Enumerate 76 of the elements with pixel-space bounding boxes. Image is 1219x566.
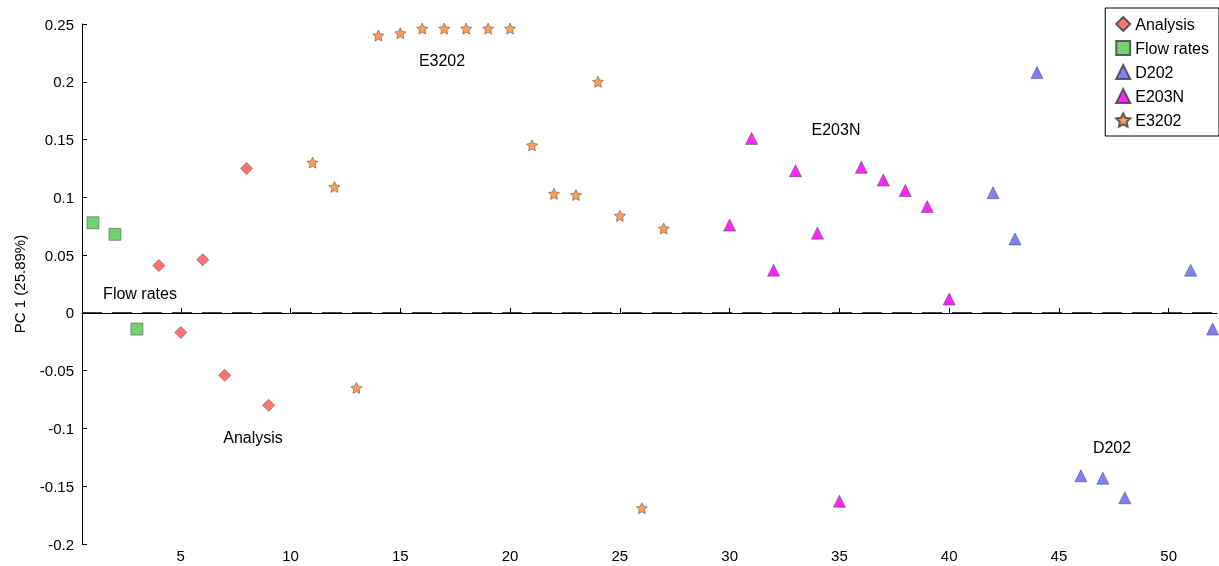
legend-label: E203N [1135, 87, 1185, 105]
point [570, 189, 582, 201]
point [372, 29, 385, 42]
point [350, 382, 363, 394]
point [416, 22, 429, 35]
y-tick-label: -0.05 [39, 362, 74, 380]
point [108, 228, 122, 241]
point [833, 494, 846, 508]
y-tick-label: 0.25 [44, 15, 74, 33]
point [986, 186, 1000, 200]
point [262, 399, 275, 412]
point [218, 368, 231, 382]
x-tick-label: 5 [176, 547, 185, 564]
y-tick-label: 0.15 [44, 131, 74, 149]
point [898, 184, 912, 197]
point [920, 200, 934, 213]
point [1096, 471, 1110, 485]
y-tick-label: -0.1 [48, 419, 74, 437]
point [789, 164, 802, 178]
point [767, 263, 780, 277]
legend-label: Analysis [1135, 15, 1195, 33]
point [1008, 232, 1022, 246]
y-tick-label: -0.15 [39, 477, 74, 495]
point [174, 326, 188, 339]
point [942, 292, 956, 306]
legend-label: D202 [1135, 63, 1174, 81]
point [438, 22, 451, 35]
point [1206, 322, 1219, 336]
point [526, 139, 538, 152]
annotation: E203N [811, 120, 861, 138]
y-tick-label: 0.05 [44, 246, 74, 264]
point [877, 173, 890, 187]
point [614, 210, 626, 222]
annotation: Flow rates [103, 284, 177, 302]
x-tick-label: 15 [391, 547, 409, 564]
point [1074, 469, 1088, 483]
y-tick-label: -0.2 [48, 535, 74, 553]
y-axis-title: PC 1 (25.89%) [11, 234, 28, 334]
point [196, 253, 210, 267]
point [548, 188, 560, 200]
point [460, 22, 472, 35]
x-tick-label: 30 [721, 547, 738, 564]
point [855, 160, 868, 174]
point [1184, 263, 1197, 277]
x-tick-label: 20 [501, 547, 519, 564]
point [811, 226, 824, 240]
point [1030, 66, 1044, 79]
annotation: E3202 [418, 51, 466, 69]
point [592, 75, 604, 88]
x-tick-label: 10 [282, 547, 299, 564]
legend-label: E3202 [1135, 111, 1182, 129]
point [152, 259, 166, 272]
point [504, 22, 516, 35]
y-tick-label: 0.2 [53, 73, 74, 91]
point [130, 322, 144, 336]
point [482, 22, 494, 35]
point [1118, 491, 1132, 505]
point [745, 132, 758, 145]
annotation: Analysis [223, 428, 283, 446]
x-tick-label: 50 [1160, 547, 1178, 564]
x-tick-label: 40 [940, 547, 958, 564]
point [240, 162, 253, 175]
y-tick-label: 0.1 [53, 188, 74, 206]
point [328, 181, 341, 193]
x-tick-label: 25 [611, 547, 629, 564]
x-tick-label: 45 [1050, 547, 1068, 564]
point [636, 502, 648, 514]
annotation: D202 [1092, 438, 1132, 456]
point [306, 156, 319, 169]
point [86, 216, 100, 230]
point [723, 218, 736, 232]
legend-label: Flow rates [1135, 39, 1209, 57]
point [394, 27, 407, 40]
point [657, 222, 670, 235]
x-tick-label: 35 [831, 547, 848, 564]
y-tick-label: 0 [65, 304, 74, 322]
